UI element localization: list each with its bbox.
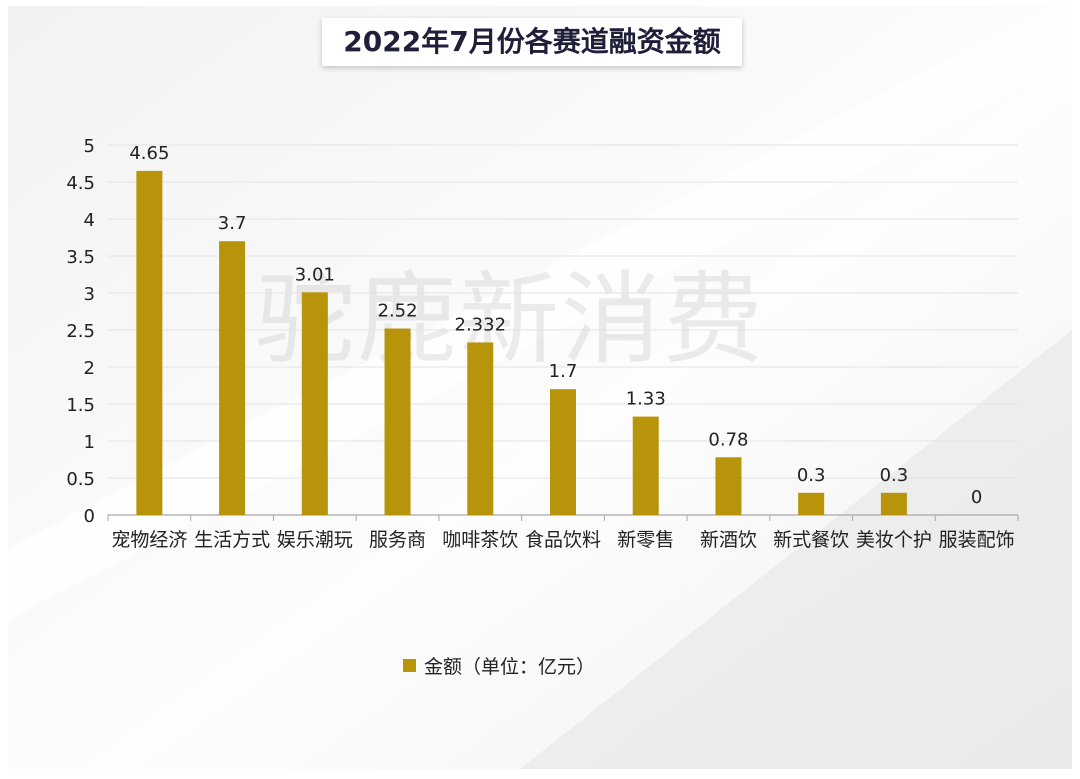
data-label: 0.3 (797, 465, 826, 486)
bar (219, 241, 246, 515)
bar (550, 389, 576, 515)
y-tick-label: 3.5 (66, 247, 95, 268)
x-tick-label: 宠物经济 (111, 529, 187, 551)
y-tick-label: 2.5 (66, 321, 95, 342)
x-tick-label: 咖啡茶饮 (442, 529, 518, 551)
x-tick-label: 新零售 (617, 529, 674, 551)
data-label: 3.7 (218, 213, 247, 234)
y-tick-label: 4 (84, 210, 95, 231)
bar (798, 492, 825, 515)
x-tick-label: 新酒饮 (700, 529, 757, 551)
legend-swatch (403, 658, 416, 672)
y-tick-label: 3 (84, 284, 95, 305)
y-tick-label: 0.5 (66, 469, 95, 490)
data-label: 3.01 (295, 264, 335, 285)
x-tick-label: 新式餐饮 (773, 529, 849, 551)
y-tick-label: 1.5 (66, 395, 95, 416)
y-tick-label: 5 (84, 136, 95, 157)
data-label: 0.78 (708, 429, 748, 450)
x-tick-label: 美妆个护 (856, 529, 932, 551)
bar (301, 292, 328, 515)
bar (467, 342, 494, 515)
bar (715, 457, 742, 515)
bar (880, 492, 907, 515)
x-tick-label: 生活方式 (194, 529, 270, 551)
data-label: 0.3 (880, 465, 909, 486)
x-tick-label: 服装配饰 (939, 529, 1015, 551)
y-tick-label: 2 (84, 358, 95, 379)
x-tick-label: 服务商 (369, 529, 426, 551)
data-label: 0 (971, 487, 982, 508)
data-label: 2.332 (455, 314, 507, 335)
data-label: 1.7 (549, 361, 578, 382)
bar (384, 328, 411, 515)
y-tick-label: 1 (84, 432, 95, 453)
legend-label: 金额（单位：亿元） (424, 655, 596, 678)
data-label: 2.52 (378, 301, 418, 322)
page-title: 2022年7月份各赛道融资金额 (322, 18, 742, 66)
x-tick-label: 食品饮料 (525, 529, 601, 551)
data-label: 4.65 (129, 143, 169, 164)
bar (136, 170, 163, 515)
y-tick-label: 4.5 (66, 173, 95, 194)
legend: 金额（单位：亿元） (403, 653, 596, 678)
y-tick-label: 0 (84, 506, 95, 527)
data-label: 1.33 (626, 389, 666, 410)
watermark: 驼鹿新消费 (255, 261, 765, 378)
x-tick-label: 娱乐潮玩 (277, 529, 353, 551)
bar (632, 416, 659, 515)
